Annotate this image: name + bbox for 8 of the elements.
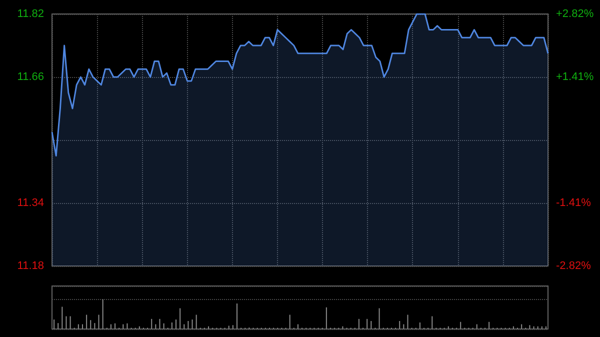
y-tick-label: 11.34 <box>17 197 44 209</box>
y-tick-label: 11.82 <box>17 8 44 20</box>
y2-tick-label: +1.41% <box>556 71 594 83</box>
y2-tick-label: -1.41% <box>556 197 592 209</box>
y-tick-label: 11.18 <box>17 260 44 272</box>
y2-tick-label: -2.82% <box>556 260 592 272</box>
y2-tick-label: +2.82% <box>556 8 594 20</box>
y-tick-label: 11.66 <box>17 71 44 83</box>
